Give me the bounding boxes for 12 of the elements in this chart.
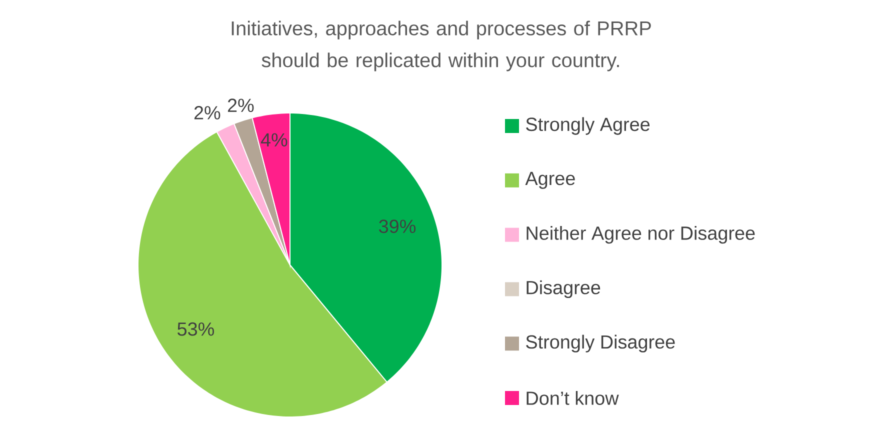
data-label: 2%: [228, 98, 254, 112]
legend-label: Disagree: [526, 280, 600, 298]
legend-label: Agree: [525, 172, 575, 189]
legend-label: Strongly Disagree: [526, 334, 675, 352]
data-label: 4%: [260, 133, 288, 146]
data-label: 2%: [194, 106, 220, 120]
data-label: 53%: [178, 322, 214, 336]
legend-label: Don’t know: [526, 391, 619, 405]
data-label: 39%: [379, 220, 416, 234]
legend-label: Strongly Agree: [526, 117, 650, 135]
legend-label: Neither Agree nor Disagree: [526, 226, 755, 244]
chart-title: Initiatives, approaches and processes of PRRP should be replicated within your country.: [232, 20, 651, 72]
